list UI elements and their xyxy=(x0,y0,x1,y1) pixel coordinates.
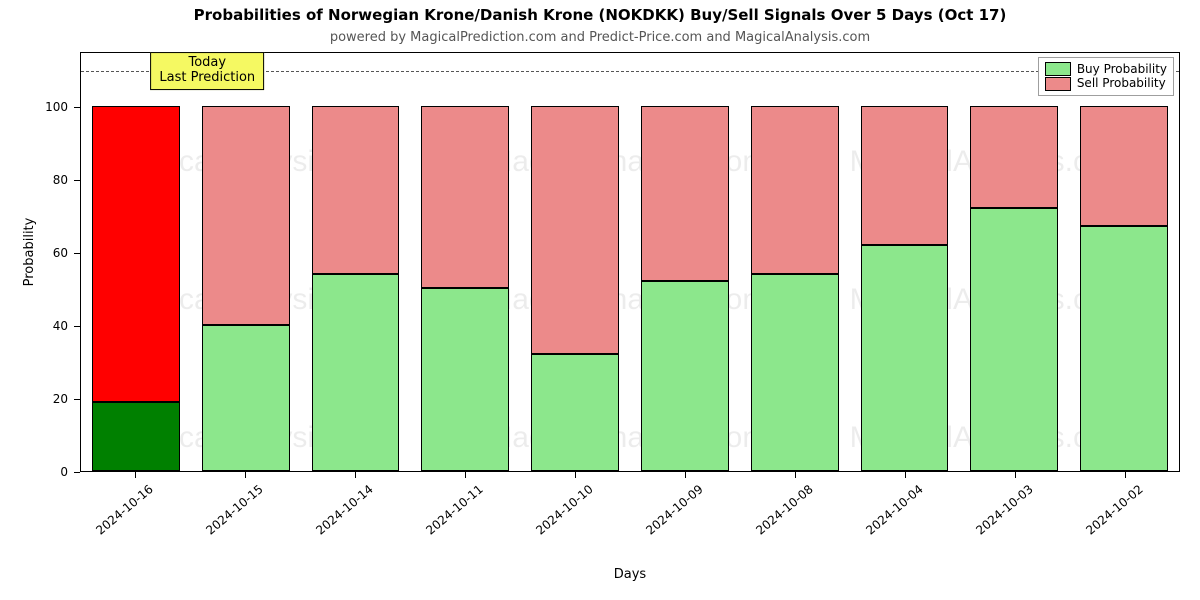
bar-sell xyxy=(970,106,1058,208)
bar-buy xyxy=(641,281,729,471)
x-tick-label: 2024-10-08 xyxy=(753,482,815,538)
bar-sell xyxy=(861,106,949,245)
bar-group xyxy=(861,53,949,471)
bar-buy xyxy=(861,245,949,471)
x-tick-label: 2024-10-15 xyxy=(203,482,265,538)
x-tick-mark xyxy=(135,472,136,478)
x-tick-label: 2024-10-10 xyxy=(533,482,595,538)
annotation-line1: Today xyxy=(159,56,255,71)
x-tick-mark xyxy=(465,472,466,478)
legend-swatch xyxy=(1045,62,1071,76)
bar-buy xyxy=(531,354,619,471)
y-axis-label: Probability xyxy=(22,202,37,302)
x-tick-label: 2024-10-16 xyxy=(93,482,155,538)
chart-subtitle: powered by MagicalPrediction.com and Pre… xyxy=(0,30,1200,45)
x-tick-mark xyxy=(1125,472,1126,478)
x-tick-mark xyxy=(1015,472,1016,478)
bar-sell xyxy=(312,106,400,274)
y-tick-label: 100 xyxy=(0,100,68,114)
x-tick-mark xyxy=(355,472,356,478)
plot-area: MagicalAnalysis.comMagicalAnalysis.comMa… xyxy=(80,52,1180,472)
x-tick-mark xyxy=(245,472,246,478)
bar-sell xyxy=(531,106,619,354)
x-tick-mark xyxy=(795,472,796,478)
y-tick-label: 40 xyxy=(0,319,68,333)
y-tick-mark xyxy=(74,472,80,473)
bar-group xyxy=(202,53,290,471)
bar-group xyxy=(1080,53,1168,471)
bar-group xyxy=(641,53,729,471)
bar-group xyxy=(531,53,619,471)
x-tick-label: 2024-10-11 xyxy=(423,482,485,538)
bar-buy xyxy=(970,208,1058,471)
bar-buy xyxy=(1080,226,1168,471)
bar-group xyxy=(92,53,180,471)
bar-sell xyxy=(421,106,509,289)
bar-group xyxy=(421,53,509,471)
bar-sell xyxy=(202,106,290,325)
y-tick-mark xyxy=(74,399,80,400)
bar-group xyxy=(312,53,400,471)
y-tick-label: 0 xyxy=(0,465,68,479)
chart-container: Probabilities of Norwegian Krone/Danish … xyxy=(0,0,1200,600)
legend-item: Sell Probability xyxy=(1045,76,1167,90)
today-annotation: Today Last Prediction xyxy=(150,52,264,90)
bar-sell xyxy=(92,106,180,402)
chart-title: Probabilities of Norwegian Krone/Danish … xyxy=(0,6,1200,24)
bar-group xyxy=(751,53,839,471)
x-tick-label: 2024-10-09 xyxy=(643,482,705,538)
legend-label: Buy Probability xyxy=(1077,62,1167,76)
y-tick-label: 20 xyxy=(0,392,68,406)
legend-item: Buy Probability xyxy=(1045,62,1167,76)
bar-sell xyxy=(641,106,729,281)
y-tick-mark xyxy=(74,107,80,108)
bar-buy xyxy=(312,274,400,471)
legend-label: Sell Probability xyxy=(1077,76,1166,90)
legend-swatch xyxy=(1045,77,1071,91)
y-tick-mark xyxy=(74,326,80,327)
x-tick-label: 2024-10-02 xyxy=(1083,482,1145,538)
x-tick-label: 2024-10-14 xyxy=(313,482,375,538)
bar-buy xyxy=(92,402,180,471)
legend: Buy ProbabilitySell Probability xyxy=(1038,57,1174,96)
x-tick-mark xyxy=(905,472,906,478)
x-axis-label: Days xyxy=(80,567,1180,582)
bar-buy xyxy=(421,288,509,471)
bar-buy xyxy=(751,274,839,471)
x-tick-mark xyxy=(685,472,686,478)
bar-group xyxy=(970,53,1058,471)
x-tick-label: 2024-10-04 xyxy=(863,482,925,538)
annotation-line2: Last Prediction xyxy=(159,71,255,86)
bar-sell xyxy=(751,106,839,274)
y-tick-mark xyxy=(74,180,80,181)
y-tick-label: 80 xyxy=(0,173,68,187)
bar-buy xyxy=(202,325,290,471)
y-tick-mark xyxy=(74,253,80,254)
bar-sell xyxy=(1080,106,1168,227)
x-tick-mark xyxy=(575,472,576,478)
x-tick-label: 2024-10-03 xyxy=(973,482,1035,538)
